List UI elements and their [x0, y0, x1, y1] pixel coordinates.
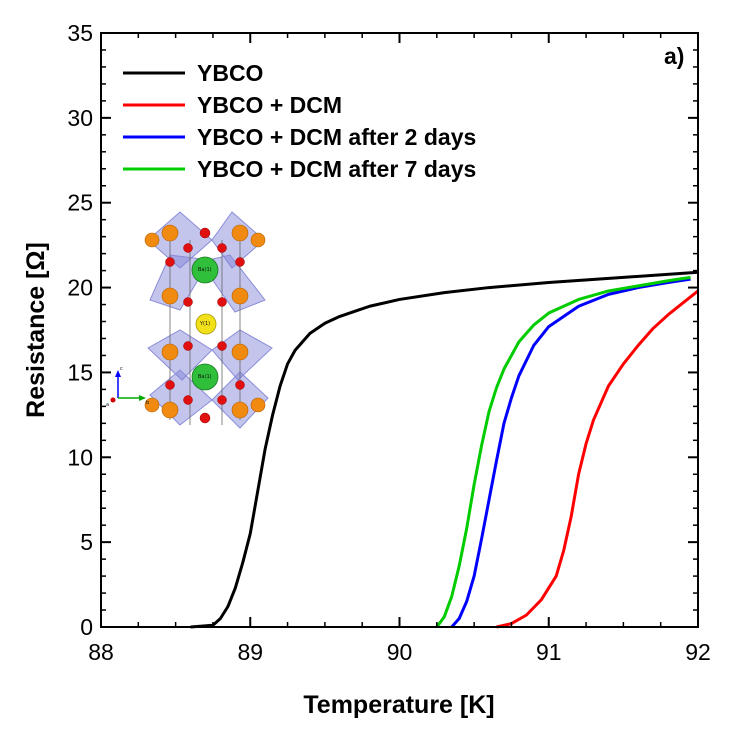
- x-axis-title: Temperature [K]: [303, 691, 494, 719]
- x-tick-label: 90: [387, 639, 413, 665]
- y-tick-label: 10: [67, 444, 93, 470]
- y-tick-label: 25: [67, 190, 93, 216]
- x-tick-label: 92: [685, 639, 711, 665]
- legend-label-2: YBCO + DCM after 2 days: [197, 124, 476, 150]
- y-tick-label: 20: [67, 275, 93, 301]
- ba-top-label: Ba(1): [198, 267, 212, 273]
- ba-atom-top: [191, 256, 219, 284]
- y-tick-label: 30: [67, 105, 93, 131]
- ba-bottom-label: Ba(1): [198, 374, 212, 380]
- tick-layer: 88 89 90 91 92 0 5 10 15 20 25 30 35: [67, 20, 710, 665]
- legend-label-3: YBCO + DCM after 7 days: [197, 156, 476, 182]
- legend: YBCO YBCO + DCM YBCO + DCM after 2 days YBC…: [123, 60, 476, 182]
- y-tick-label: 5: [80, 529, 93, 555]
- series-line-3: [435, 275, 691, 628]
- o-atoms: [165, 227, 245, 424]
- series-line-2: [450, 277, 691, 628]
- panel-label: a): [664, 43, 684, 69]
- cu-atoms: [144, 224, 266, 419]
- x-tick-label: 88: [88, 639, 114, 665]
- axis-triad-icon: c b a: [106, 366, 149, 408]
- axis-label-b: b: [146, 400, 149, 406]
- axis-label-a: a: [106, 402, 109, 408]
- y-tick-label: 0: [80, 614, 93, 640]
- y-label: Y(1): [199, 321, 210, 327]
- crystal-structure-inset: Ba(1) Ba(1) Y(1) c b a: [106, 211, 273, 429]
- plot-frame: [100, 32, 699, 628]
- y-tick-label: 15: [67, 359, 93, 385]
- axis-label-c: c: [120, 366, 123, 372]
- x-tick-label: 91: [536, 639, 562, 665]
- x-tick-label: 89: [237, 639, 263, 665]
- y-atom: [195, 313, 217, 335]
- legend-label-0: YBCO: [197, 60, 263, 86]
- y-axis-title: Resistance [Ω]: [22, 242, 50, 418]
- legend-label-1: YBCO + DCM: [197, 92, 342, 118]
- y-tick-label: 35: [67, 20, 93, 46]
- series-line-1: [496, 289, 699, 629]
- series-layer: [190, 270, 699, 629]
- series-line-0: [190, 270, 699, 629]
- ba-atom-bottom: [191, 363, 219, 391]
